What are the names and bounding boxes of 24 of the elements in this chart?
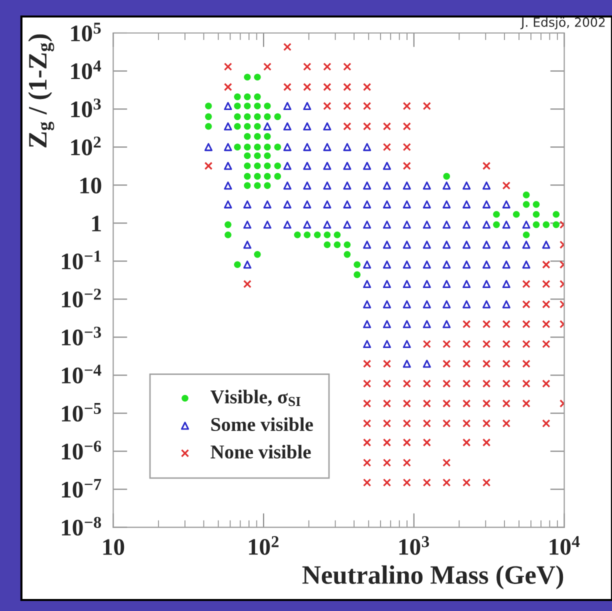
legend-label: None visible: [210, 444, 311, 459]
y-tick-label: 10$^{−8}$: [62, 516, 102, 536]
y-tick-label: 10$^{−1}$: [62, 250, 101, 270]
y-tick-label: 10$^{5}$: [71, 22, 101, 42]
y-tick-label: 10$^{2}$: [71, 136, 101, 156]
x-axis-title: Neutralino Mass (GeV): [302, 565, 564, 590]
x-tick-label: 10: [103, 539, 124, 556]
y-tick-label: 10$^{−4}$: [62, 364, 102, 384]
y-tick-label: 10$^{−6}$: [62, 440, 102, 460]
y-tick-label: 10$^{−3}$: [62, 326, 101, 346]
y-tick-label: 10$^{3}$: [71, 98, 101, 118]
y-tick-label: 10$^{4}$: [71, 60, 102, 80]
legend-label: Visible, σ$_{SI}$: [210, 390, 300, 406]
y-tick-label: 10$^{−2}$: [62, 288, 101, 308]
y-tick-label: 10$^{−7}$: [62, 479, 102, 498]
y-axis-title: Z$_{g}$ / (1-Z$_{g}$): [28, 34, 54, 148]
x-tick-label: 10$^{2}$: [249, 536, 279, 555]
legend-label: Some visible: [211, 417, 313, 432]
x-tick-label: 10$^{3}$: [399, 536, 430, 555]
x-tick-label: 10$^{4}$: [550, 536, 580, 555]
text: J. Edsjö, 2002: [520, 17, 605, 30]
y-tick-label: 10: [80, 178, 102, 194]
y-tick-label: 1: [92, 216, 101, 232]
y-tick-label: 10$^{−5}$: [62, 403, 101, 422]
